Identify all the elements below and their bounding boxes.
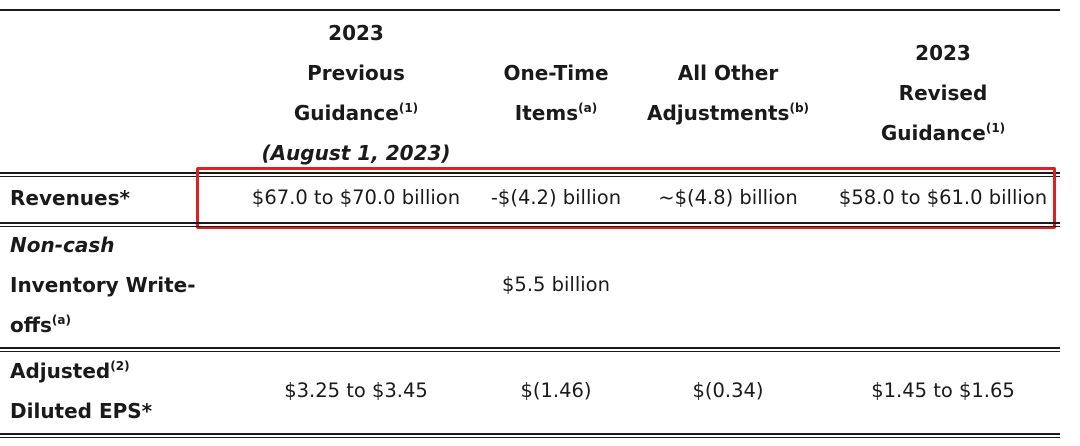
- revenues-revised-guidance: $58.0 to $61.0 billion: [838, 186, 1048, 209]
- table-top-rule: [0, 9, 1060, 11]
- revenues-one-time-items: -$(4.2) billion: [490, 186, 622, 209]
- footnote-ref: (b): [789, 101, 810, 115]
- row-label-revenues: Revenues*: [10, 186, 130, 210]
- header-previous-date: (August 1, 2023): [261, 141, 451, 165]
- footnote-ref: (1): [985, 121, 1006, 135]
- footnote-ref: (1): [398, 101, 419, 115]
- revenues-rule-2: [0, 226, 1060, 227]
- header-rule-2: [0, 176, 1060, 177]
- header-rule-1: [0, 172, 1060, 174]
- header-revised-word: Revised: [898, 81, 988, 105]
- header-previous-guidance: 2023 Previous Guidance(1) (August 1, 202…: [236, 13, 476, 173]
- header-previous-word: Previous: [307, 61, 405, 85]
- inventory-label-line2: Inventory Write-: [10, 273, 196, 297]
- header-all-other-line2: Adjustments(b): [646, 101, 810, 125]
- revenues-other-adjustments: ~$(4.8) billion: [658, 186, 798, 209]
- row-label-adjusted-eps: Adjusted(2) Diluted EPS*: [10, 351, 152, 431]
- eps-one-time-items: $(1.46): [520, 379, 592, 402]
- header-revised-year: 2023: [915, 41, 971, 65]
- header-one-time-line2: Items(a): [514, 101, 598, 125]
- inventory-one-time-items: $5.5 billion: [502, 273, 610, 296]
- eps-label-line1: Adjusted(2): [10, 359, 130, 383]
- eps-previous-guidance: $3.25 to $3.45: [284, 379, 428, 402]
- row-label-inventory-writeoffs: Non-cash Inventory Write- offs(a): [10, 225, 196, 345]
- bottom-rule-2: [0, 437, 1060, 438]
- header-one-time-items: One-Time Items(a): [478, 53, 634, 133]
- header-previous-guidance-word: Guidance(1): [293, 101, 419, 125]
- inventory-label-line1: Non-cash: [10, 233, 115, 257]
- inventory-rule-1: [0, 347, 1060, 349]
- inventory-label-line3: offs(a): [10, 313, 71, 337]
- inventory-rule-2: [0, 351, 1060, 352]
- header-all-other-line1: All Other: [677, 61, 779, 85]
- footnote-ref: (a): [51, 313, 71, 327]
- header-revised-guidance: 2023 Revised Guidance(1): [828, 33, 1058, 153]
- header-all-other-adjustments: All Other Adjustments(b): [630, 53, 826, 133]
- footnote-ref: (2): [110, 359, 130, 373]
- bottom-rule-1: [0, 433, 1060, 435]
- header-one-time-line1: One-Time: [503, 61, 609, 85]
- revenues-highlight-box: [196, 167, 1056, 229]
- header-previous-year: 2023: [328, 21, 384, 45]
- eps-revised-guidance: $1.45 to $1.65: [871, 379, 1015, 402]
- eps-label-line2: Diluted EPS*: [10, 399, 153, 423]
- header-revised-guidance-word: Guidance(1): [880, 121, 1006, 145]
- eps-other-adjustments: $(0.34): [692, 379, 764, 402]
- footnote-ref: (a): [578, 101, 598, 115]
- revenues-rule-1: [0, 222, 1060, 224]
- revenues-previous-guidance: $67.0 to $70.0 billion: [251, 186, 461, 209]
